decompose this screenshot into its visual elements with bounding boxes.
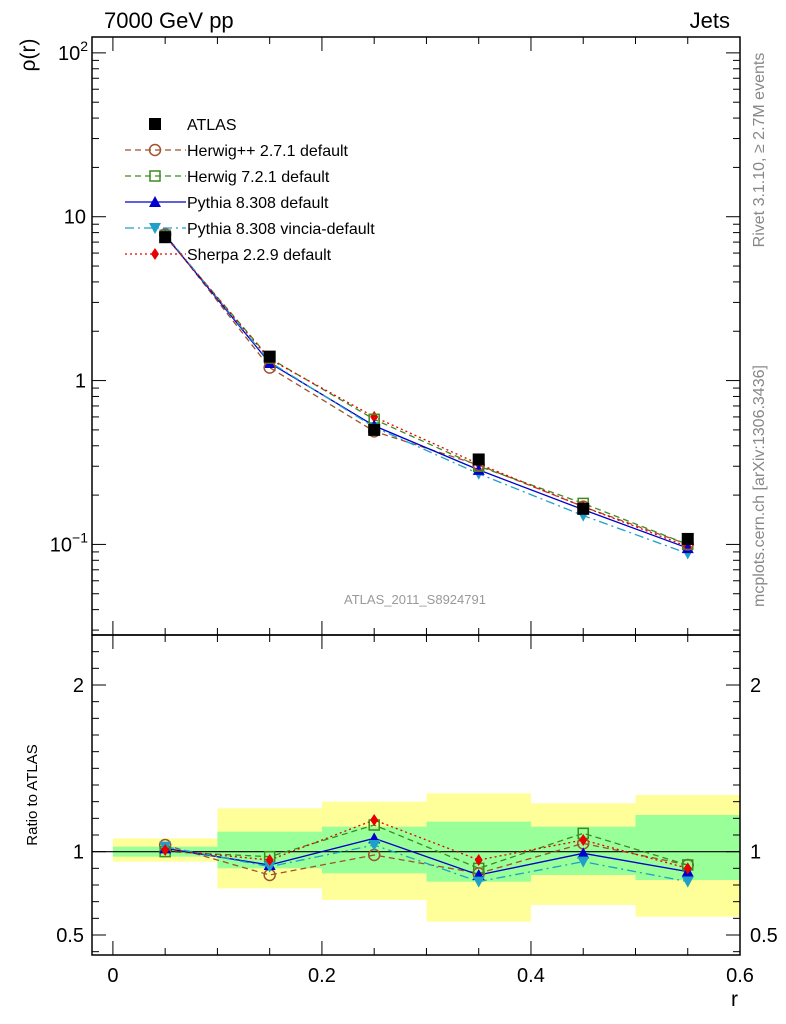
ratio-y-tick-label: 1	[73, 842, 84, 864]
legend: ATLAS Herwig++ 2.7.1 default Herwig 7.2.1 …	[125, 117, 375, 264]
main-series-line	[164, 233, 688, 555]
ratio-series-line	[165, 824, 688, 870]
ratio-data-point	[265, 854, 274, 866]
main-series-line	[164, 235, 688, 548]
energy-label: 7000 GeV pp	[104, 8, 234, 33]
x-tick-label: 0.4	[517, 965, 545, 987]
legend-label: Pythia 8.308 vincia-default	[187, 221, 375, 238]
main-data-point	[368, 423, 381, 436]
ratio-y-axis-label: Ratio to ATLAS	[24, 744, 41, 845]
x-axis-label: r	[731, 988, 738, 1011]
legend-label: Herwig 7.2.1 default	[187, 169, 330, 186]
main-data-point	[472, 463, 485, 475]
main-data-point	[681, 542, 694, 554]
ratio-data-point	[579, 834, 588, 846]
ratio-data-point	[474, 854, 483, 866]
x-tick-label: 0.6	[726, 965, 754, 987]
ratio-y-tick-label-right: 0.5	[750, 925, 778, 947]
legend-marker	[149, 118, 161, 130]
main-data-point	[263, 350, 276, 363]
ratio-data-point	[161, 844, 170, 856]
ratio-series-group	[158, 814, 694, 888]
legend-marker	[148, 143, 162, 157]
rivet-label: Rivet 3.1.10, ≥ 2.7M events	[751, 53, 768, 248]
ratio-series-line	[164, 842, 688, 876]
ratio-plot-frame	[91, 634, 741, 956]
main-y-axis-label: ρ(r)	[17, 39, 40, 72]
mcplots-label: mcplots.cern.ch [arXiv:1306.3436]	[751, 365, 768, 607]
axes-group: 102 10 1 10−1 0 0.2 0.4 0.6 0.5 0.5 1 1 2 2	[50, 36, 778, 987]
ratio-series-line	[165, 837, 688, 876]
process-label: Jets	[690, 8, 730, 33]
ratio-series-line	[165, 844, 688, 883]
main-data-point	[577, 502, 590, 515]
main-series-group	[158, 228, 694, 560]
ratio-data-point	[263, 861, 276, 873]
ratio-data-point	[370, 814, 379, 826]
main-y-tick-label: 10	[64, 207, 86, 229]
ratio-y-tick-label: 0.5	[56, 925, 84, 947]
legend-label: Herwig++ 2.7.1 default	[187, 143, 349, 160]
legend-marker	[149, 223, 161, 234]
legend-label: ATLAS	[187, 117, 237, 134]
main-y-tick-label: 1	[75, 371, 86, 393]
main-data-point	[681, 532, 694, 545]
analysis-tag: ATLAS_2011_S8924791	[344, 592, 486, 607]
main-y-tick-label: 10−1	[50, 529, 88, 556]
legend-marker	[151, 248, 159, 260]
x-tick-label: 0.2	[308, 965, 336, 987]
ratio-data-point	[681, 876, 694, 888]
ratio-data-point	[577, 856, 590, 868]
ratio-data-point	[472, 876, 485, 888]
main-data-point	[159, 231, 172, 244]
ratio-data-point	[368, 840, 381, 851]
main-data-point	[472, 453, 485, 466]
x-tick-label: 0	[107, 965, 118, 987]
ratio-data-point	[683, 862, 692, 875]
main-series-line	[164, 234, 688, 549]
ratio-y-tick-label-right: 2	[750, 675, 761, 697]
legend-marker	[149, 196, 161, 207]
legend-marker	[149, 170, 161, 182]
main-series-line	[164, 235, 688, 546]
legend-label: Sherpa 2.2.9 default	[187, 247, 332, 264]
ratio-data-point	[577, 847, 590, 859]
ratio-y-tick-label-right: 1	[750, 842, 761, 864]
legend-label: Pythia 8.308 default	[187, 195, 329, 212]
main-y-tick-label: 102	[58, 38, 88, 65]
ratio-y-tick-label: 2	[73, 675, 84, 697]
